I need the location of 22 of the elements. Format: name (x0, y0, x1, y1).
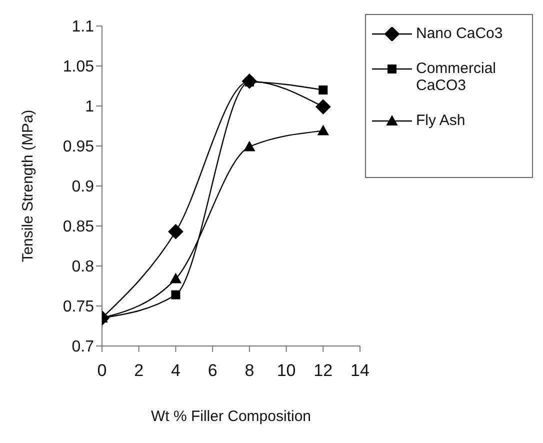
legend-label: Nano CaCo3 (416, 25, 504, 42)
x-tick-label: 0 (97, 361, 107, 380)
y-axis-title: Tensile Strength (MPa) (19, 110, 36, 262)
y-tick-label: 1.1 (72, 18, 94, 36)
x-tick-label: 6 (208, 361, 218, 380)
y-tick-label: 0.85 (62, 218, 94, 236)
x-tick-label: 14 (350, 361, 370, 380)
legend-label: Fly Ash (416, 112, 466, 129)
x-axis-title: Wt % Filler Composition (150, 408, 312, 425)
y-tick-label: 0.7 (72, 338, 94, 356)
y-tick-label: 0.9 (72, 178, 94, 196)
y-tick-label: 0.8 (72, 258, 94, 276)
x-tick-label: 2 (134, 361, 144, 380)
y-tick-label: 1.05 (62, 58, 94, 76)
y-tick-label: 0.75 (62, 298, 94, 316)
y-tick-label: 1 (85, 98, 94, 116)
x-tick-label: 8 (244, 361, 254, 380)
x-tick-label: 10 (276, 361, 296, 380)
x-tick-label: 12 (314, 361, 333, 380)
legend-label: Commercial CaCO3 (416, 60, 498, 94)
y-tick-label: 0.95 (62, 138, 94, 156)
x-tick-label: 4 (170, 361, 180, 380)
